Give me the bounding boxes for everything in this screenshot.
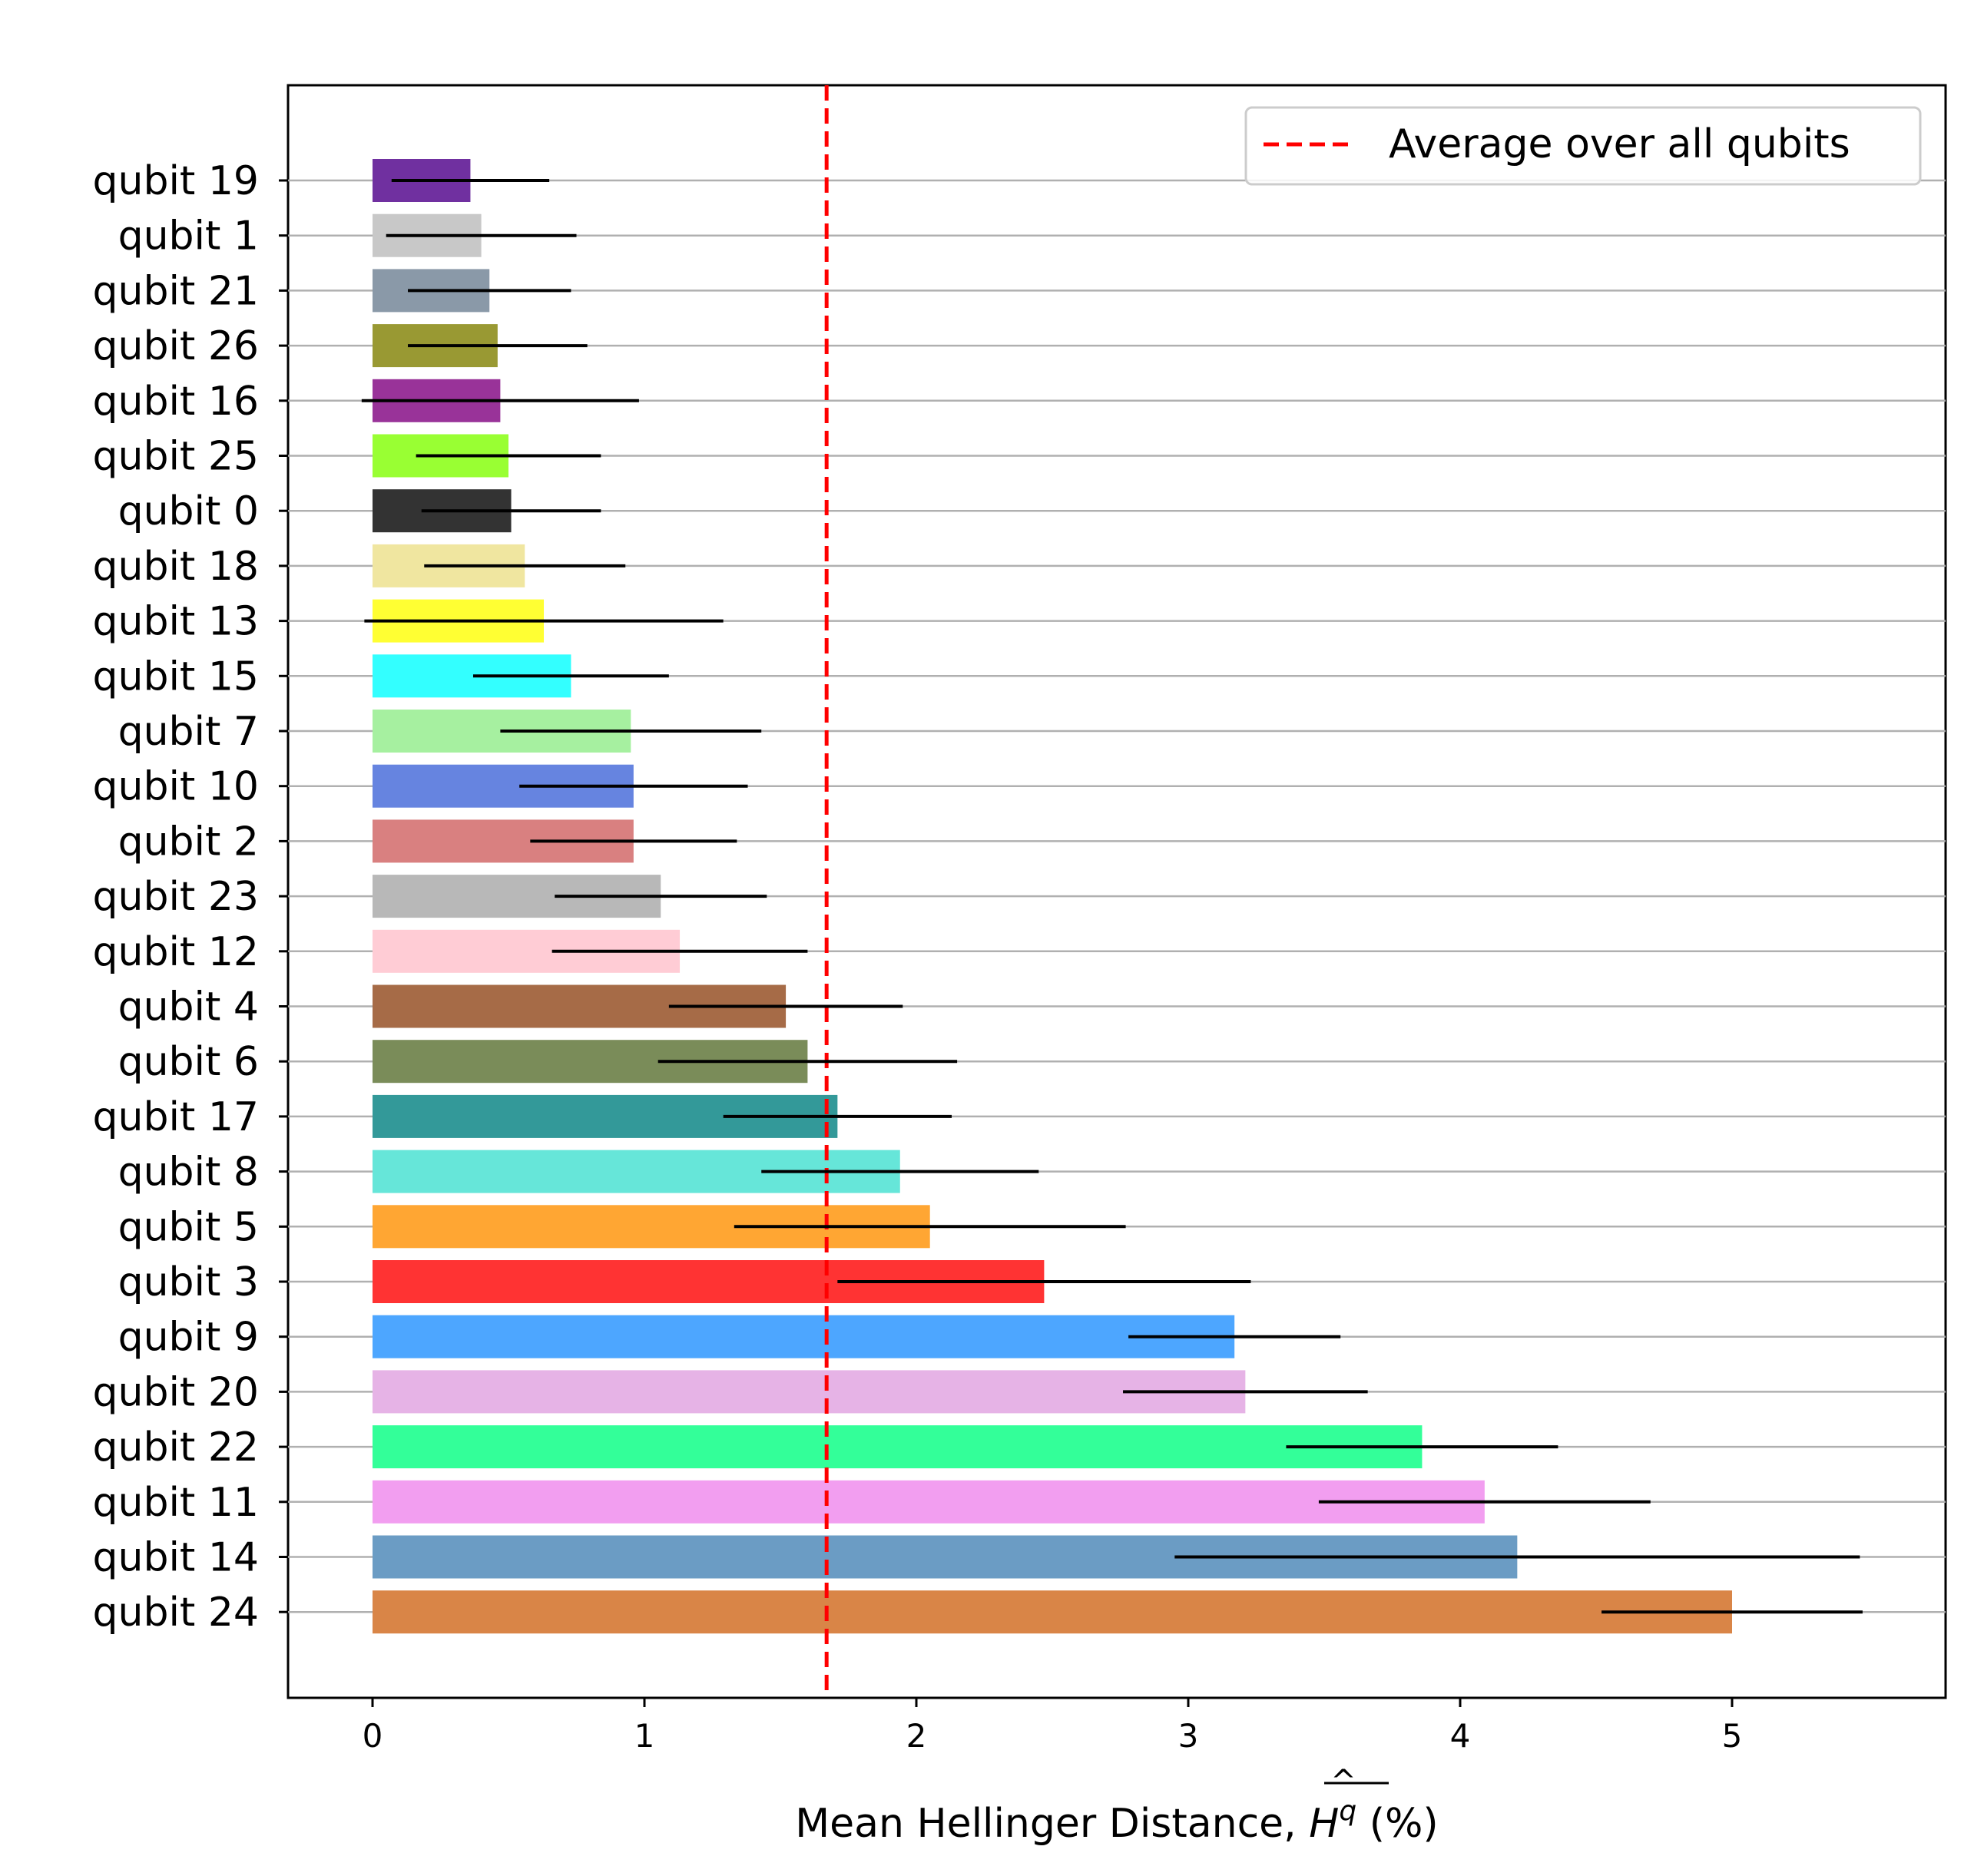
x-axis-label-unit: (%) [1356, 1801, 1439, 1847]
y-tick-label-qubit-24: qubit 24 [92, 1590, 259, 1636]
x-axis-label: Mean Hellinger Distance, Hq (%) [795, 1795, 1438, 1847]
y-tick-label-qubit-14: qubit 14 [92, 1535, 259, 1581]
y-tick-label-qubit-8: qubit 8 [118, 1150, 259, 1196]
y-tick-labels: qubit 19 qubit 1 qubit 21 qubit 26 qubit 16 q… [92, 158, 288, 1636]
y-tick-label-qubit-3: qubit 3 [118, 1259, 259, 1305]
y-tick-label-qubit-20: qubit 20 [92, 1369, 259, 1415]
bar-qubit-20 [373, 1370, 1246, 1414]
x-axis-label-superscript: q [1339, 1795, 1356, 1827]
y-tick-label-qubit-11: qubit 11 [92, 1480, 259, 1526]
y-tick-label-qubit-18: qubit 18 [92, 544, 259, 590]
legend-box [1244, 106, 1922, 186]
x-tick-label: 0 [363, 1717, 383, 1755]
x-tick-label: 1 [634, 1717, 655, 1755]
y-tick-label-qubit-6: qubit 6 [118, 1039, 259, 1085]
y-tick-label-qubit-16: qubit 16 [92, 379, 259, 425]
x-axis-label-text: Mean Hellinger Distance, [795, 1801, 1309, 1847]
bar-qubit-11 [373, 1480, 1485, 1524]
y-tick-label-qubit-21: qubit 21 [92, 268, 259, 314]
error-bars [361, 179, 1863, 1614]
x-tick-label: 3 [1178, 1717, 1199, 1755]
bar-qubit-22 [373, 1425, 1423, 1469]
y-tick-label-qubit-1: qubit 1 [118, 213, 259, 260]
legend: Average over all qubits [1244, 106, 1922, 186]
x-axis-label-symbol: H [1309, 1801, 1339, 1847]
y-tick-label-qubit-17: qubit 17 [92, 1094, 259, 1140]
y-tick-label-qubit-15: qubit 15 [92, 653, 259, 700]
x-tick-label: 4 [1450, 1717, 1471, 1755]
x-tick-labels: 0 1 2 3 4 5 [363, 1698, 1743, 1755]
y-tick-label-qubit-23: qubit 23 [92, 874, 259, 920]
y-tick-label-qubit-19: qubit 19 [92, 158, 259, 204]
bar-qubit-24 [373, 1590, 1732, 1634]
bar-qubit-9 [373, 1315, 1235, 1358]
y-tick-label-qubit-5: qubit 5 [118, 1204, 259, 1250]
y-tick-label-qubit-4: qubit 4 [118, 984, 259, 1031]
x-tick-label: 2 [906, 1717, 927, 1755]
plot-frame [287, 84, 1947, 1699]
y-tick-label-qubit-2: qubit 2 [118, 819, 259, 865]
y-tick-label-qubit-13: qubit 13 [92, 599, 259, 645]
y-tick-label-qubit-7: qubit 7 [118, 709, 259, 755]
y-tick-label-qubit-25: qubit 25 [92, 434, 259, 480]
y-tick-label-qubit-0: qubit 0 [118, 488, 259, 534]
x-axis-label-hat: ^ [1330, 1764, 1356, 1799]
x-tick-label: 5 [1722, 1717, 1743, 1755]
y-tick-label-qubit-9: qubit 9 [118, 1315, 259, 1361]
y-tick-label-qubit-10: qubit 10 [92, 764, 259, 810]
y-tick-label-qubit-26: qubit 26 [92, 323, 259, 369]
legend-label: Average over all qubits [1389, 121, 1850, 167]
y-tick-label-qubit-12: qubit 12 [92, 929, 259, 975]
y-tick-label-qubit-22: qubit 22 [92, 1424, 259, 1471]
